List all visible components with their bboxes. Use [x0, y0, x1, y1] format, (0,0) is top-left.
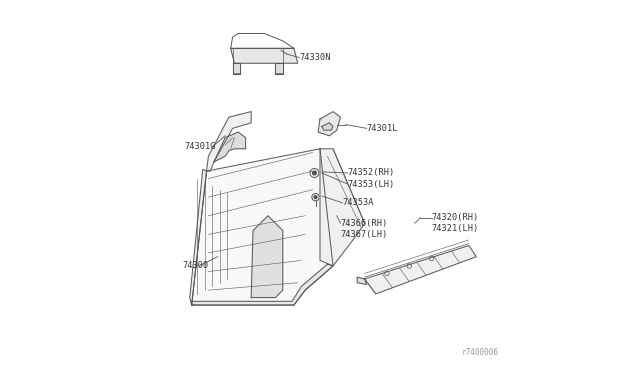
Polygon shape [275, 63, 283, 74]
Polygon shape [320, 149, 365, 266]
Text: 74367(LH): 74367(LH) [340, 230, 388, 239]
Polygon shape [365, 246, 476, 294]
Text: 74353(LH): 74353(LH) [348, 180, 395, 189]
Text: 74366(RH): 74366(RH) [340, 219, 388, 228]
Polygon shape [251, 216, 283, 298]
Polygon shape [191, 264, 333, 305]
Polygon shape [214, 132, 246, 162]
Text: 74320(RH): 74320(RH) [431, 213, 479, 222]
Polygon shape [318, 112, 340, 136]
Text: 74321(LH): 74321(LH) [431, 224, 479, 233]
Polygon shape [191, 149, 333, 305]
Polygon shape [322, 123, 333, 130]
Polygon shape [232, 63, 240, 74]
Text: 74301G: 74301G [184, 142, 216, 151]
Text: 74352(RH): 74352(RH) [348, 169, 395, 177]
Polygon shape [190, 169, 207, 305]
Polygon shape [207, 112, 251, 171]
Polygon shape [357, 277, 367, 285]
Text: 74301L: 74301L [367, 124, 398, 133]
Circle shape [314, 196, 317, 199]
Text: r7400006: r7400006 [461, 348, 499, 357]
Text: 74353A: 74353A [342, 198, 374, 207]
Polygon shape [231, 48, 298, 63]
Circle shape [312, 171, 316, 175]
Text: 74300: 74300 [182, 262, 209, 270]
Text: 74330N: 74330N [300, 53, 331, 62]
